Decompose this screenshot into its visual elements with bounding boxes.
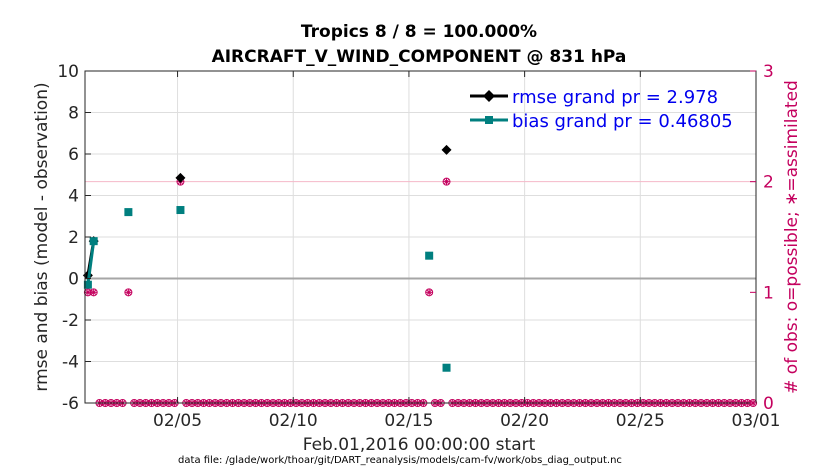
y-tick-label: 8	[68, 104, 79, 124]
obs-assimilated-marker	[443, 178, 451, 186]
legend-bias-marker	[485, 116, 493, 124]
obs-assimilated-marker	[425, 288, 433, 296]
bias-point	[442, 363, 451, 372]
legend-rmse-marker	[483, 90, 495, 102]
bias-line-segment	[86, 240, 96, 285]
obs-assimilated-marker	[84, 288, 92, 296]
plot-area	[82, 144, 758, 407]
bias-point	[89, 237, 98, 246]
rmse-point	[175, 172, 186, 183]
y-tick-label: 4	[68, 187, 79, 207]
y-tick-label: 2	[68, 228, 79, 248]
obs-assimilated-marker	[90, 288, 98, 296]
x-tick-label: 02/25	[616, 411, 665, 431]
x-axis-label: Feb.01,2016 00:00:00 start	[303, 435, 536, 455]
chart-title-line1: Tropics 8 / 8 = 100.000%	[301, 22, 537, 42]
x-tick-label: 03/01	[732, 411, 781, 431]
y-tick-label: -2	[62, 311, 79, 331]
y-tick-label: -4	[62, 353, 79, 373]
rmse-point	[441, 144, 452, 155]
x-tick-label: 02/05	[153, 411, 202, 431]
x-tick-label: 02/20	[500, 411, 549, 431]
axis-ticks: 02/05 02/10 02/15 02/20 02/25 03/01 -6 -4 -2 0 2 4 6…	[57, 62, 780, 431]
y2-tick-label: 0	[763, 394, 774, 414]
x-tick-label: 02/15	[384, 411, 433, 431]
y-axis-label: rmse and bias (model - observation)	[32, 82, 52, 391]
y-tick-label: 10	[57, 62, 79, 82]
y2-tick-label: 3	[763, 62, 774, 82]
bias-point	[176, 206, 185, 215]
x-tick-label: 02/10	[269, 411, 318, 431]
legend-bias-label: bias grand pr = 0.46805	[512, 111, 733, 132]
y2-tick-label: 2	[763, 173, 774, 193]
data-file-footnote: data file: /glade/work/thoar/git/DART_re…	[178, 455, 622, 466]
legend-rmse-label: rmse grand pr = 2.978	[512, 87, 718, 108]
bias-point	[83, 280, 92, 289]
y2-tick-label: 1	[763, 283, 774, 303]
y-tick-label: 6	[68, 145, 79, 165]
obs-assimilated-marker	[124, 288, 132, 296]
legend: rmse grand pr = 2.978 bias grand pr = 0.…	[470, 87, 733, 132]
chart-title-line2: AIRCRAFT_V_WIND_COMPONENT @ 831 hPa	[212, 47, 627, 67]
y-tick-label: 0	[68, 270, 79, 290]
y2-axis-label: # of obs: o=possible; ∗=assimilated	[782, 80, 802, 394]
y-tick-label: -6	[62, 394, 79, 414]
bias-point	[425, 251, 434, 260]
bias-point	[124, 208, 133, 217]
